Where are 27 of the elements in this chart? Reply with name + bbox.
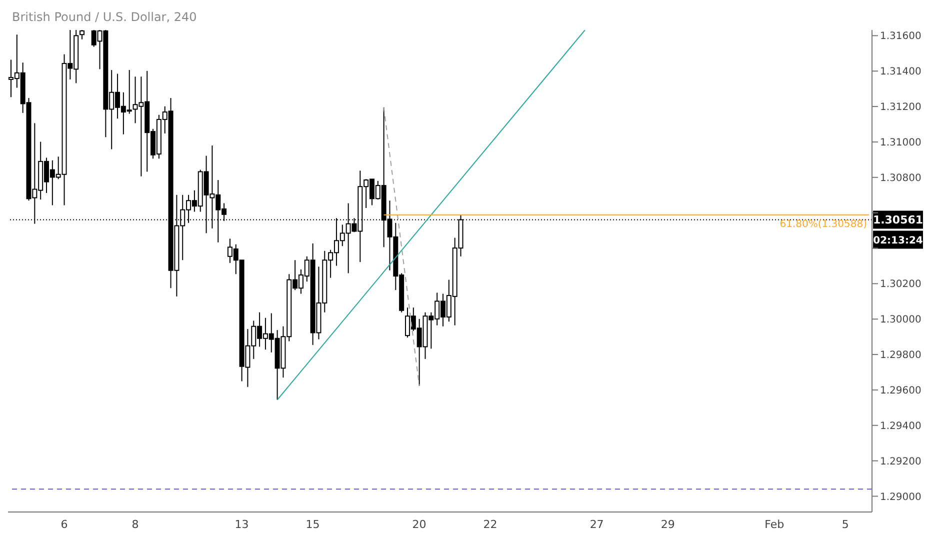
x-tick-label: 13 [234,518,249,531]
x-tick-label: 8 [132,518,139,531]
y-tick-label: 1.29200 [880,456,922,468]
y-tick-label: 1.30000 [880,314,922,326]
chart-title: British Pound / U.S. Dollar, 240 [12,10,197,24]
x-tick-label: 22 [483,518,498,531]
x-tick-label: 5 [842,518,849,531]
y-tick-label: 1.31000 [880,138,922,149]
x-tick-label: 15 [306,518,320,531]
x-tick-label: 20 [412,518,426,531]
y-tick-label: 1.29000 [880,492,922,503]
candlestick [80,30,85,40]
y-tick-label: 1.31400 [880,66,922,78]
text: 02:13:24 [873,236,923,247]
y-tick-label: 1.29400 [880,420,922,432]
y-tick-label: 1.29600 [880,386,922,396]
y-tick-label: 1.31600 [880,31,922,42]
x-tick-label: 6 [60,518,68,531]
y-tick-label: 1.30800 [880,172,922,184]
y-tick-label: 1.30200 [880,279,922,290]
x-tick-label: 29 [660,518,675,531]
ref-line-label: 1.30561 [872,214,924,227]
annotation: 61.80%(1.30588) [780,219,868,230]
y-tick-label: 1.29800 [880,350,922,362]
x-tick-label: Feb [764,518,784,531]
x-tick-label: 27 [590,518,604,531]
y-tick-label: 1.31200 [880,102,922,114]
